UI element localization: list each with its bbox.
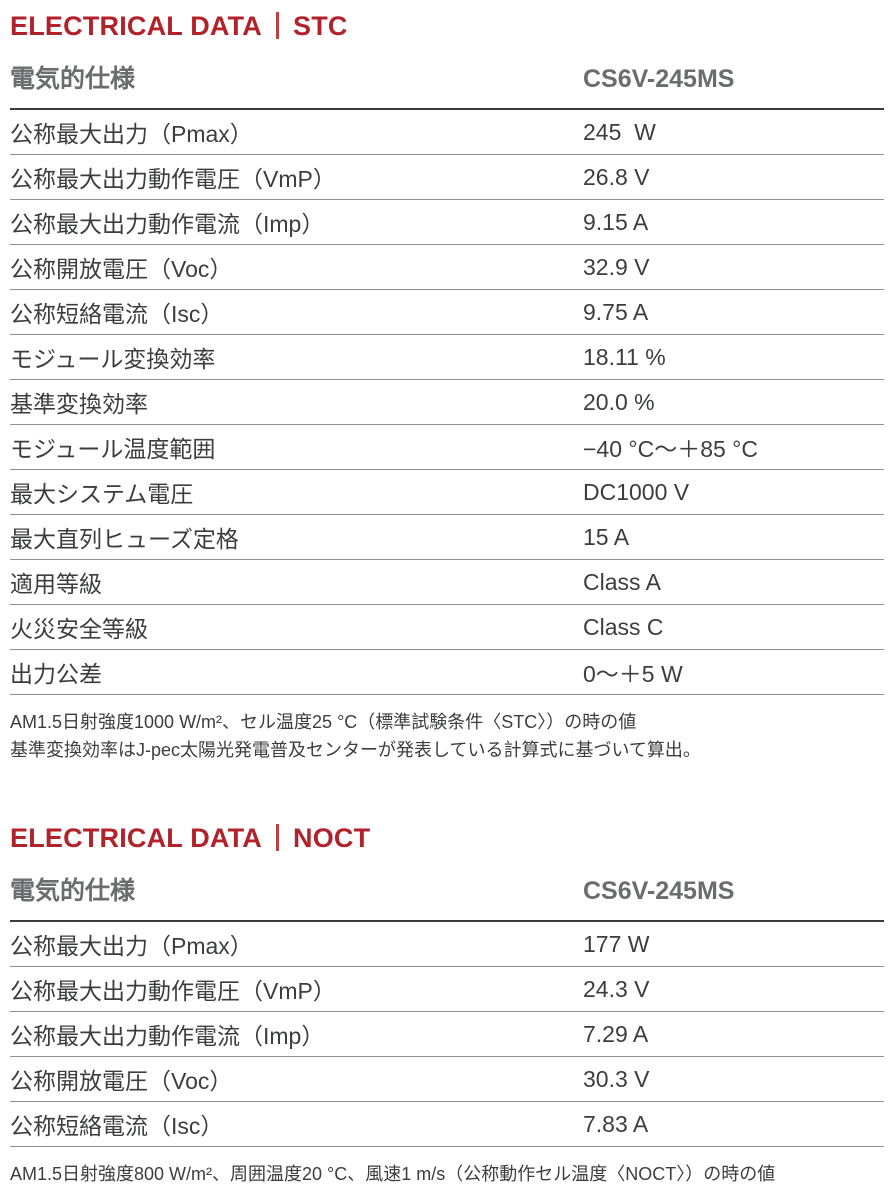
table-header-row: 電気的仕様 CS6V-245MS: [10, 871, 884, 922]
spec-label: 最大直列ヒューズ定格: [10, 526, 239, 552]
footnote-line: AM1.5日射強度1000 W/m²、セル温度25 °C（標準試験条件〈STC〉…: [10, 712, 637, 732]
spec-value: DC1000 V: [583, 478, 690, 505]
spec-value: 9.75 A: [583, 298, 649, 325]
spec-row-imp: 公称最大出力動作電流（Imp） 7.29 A: [10, 1012, 884, 1057]
spec-value: 245 W: [583, 118, 656, 145]
footnote-line: AM1.5日射強度800 W/m²、周囲温度20 °C、風速1 m/s（公称動作…: [10, 1164, 776, 1184]
spec-label: 最大システム電圧: [10, 481, 194, 507]
spec-row-voc: 公称開放電圧（Voc） 30.3 V: [10, 1057, 884, 1102]
section-title-main: ELECTRICAL DATA: [10, 823, 262, 853]
spec-label: 公称開放電圧（Voc）: [10, 1068, 233, 1094]
table-header-label: 電気的仕様: [10, 877, 136, 905]
spec-value: 32.9 V: [583, 253, 650, 280]
table-header-model: CS6V-245MS: [583, 65, 735, 93]
spec-value: −40 °C〜＋85 °C: [583, 436, 758, 462]
spec-value: 24.3 V: [583, 975, 650, 1002]
section-title-main: ELECTRICAL DATA: [10, 11, 262, 41]
spec-row-voc: 公称開放電圧（Voc） 32.9 V: [10, 245, 884, 290]
title-pipe-separator: [276, 824, 279, 851]
spec-row-temperature-range: モジュール温度範囲 −40 °C〜＋85 °C: [10, 425, 884, 470]
section-title-noct: ELECTRICAL DATA NOCT: [10, 822, 884, 854]
section-electrical-data-noct: ELECTRICAL DATA NOCT 電気的仕様 CS6V-245MS 公称最…: [10, 822, 884, 1188]
spec-label: 出力公差: [10, 661, 102, 687]
spec-label: 公称最大出力動作電圧（VmP）: [10, 978, 336, 1004]
section-title-stc: ELECTRICAL DATA STC: [10, 10, 884, 42]
spec-label: 公称最大出力動作電流（Imp）: [10, 1023, 325, 1049]
title-pipe-separator: [276, 12, 279, 39]
spec-row-module-efficiency: モジュール変換効率 18.11 %: [10, 335, 884, 380]
spec-row-power-tolerance: 出力公差 0〜＋5 W: [10, 650, 884, 695]
spec-value: Class C: [583, 613, 664, 640]
spec-row-isc: 公称短絡電流（Isc） 7.83 A: [10, 1102, 884, 1147]
section-title-sub: NOCT: [293, 823, 371, 853]
spec-value: 9.15 A: [583, 208, 649, 235]
spec-row-reference-efficiency: 基準変換効率 20.0 %: [10, 380, 884, 425]
spec-value: 177 W: [583, 930, 650, 957]
section-title-sub: STC: [293, 11, 348, 41]
stc-footnotes: AM1.5日射強度1000 W/m²、セル温度25 °C（標準試験条件〈STC〉…: [10, 708, 884, 764]
footnote-line: 基準変換効率はJ-pec太陽光発電普及センターが発表している計算式に基づいて算出…: [10, 740, 701, 760]
spec-label: 公称最大出力（Pmax）: [10, 121, 253, 147]
spec-label: 公称短絡電流（Isc）: [10, 1113, 224, 1139]
spec-value: 15 A: [583, 523, 630, 550]
spec-label: 公称最大出力動作電流（Imp）: [10, 211, 325, 237]
spec-value: 7.83 A: [583, 1110, 649, 1137]
spec-row-vmp: 公称最大出力動作電圧（VmP） 26.8 V: [10, 155, 884, 200]
spec-row-fire-safety-class: 火災安全等級 Class C: [10, 605, 884, 650]
table-header-label: 電気的仕様: [10, 65, 136, 93]
spec-label: 公称最大出力動作電圧（VmP）: [10, 166, 336, 192]
noct-footnotes: AM1.5日射強度800 W/m²、周囲温度20 °C、風速1 m/s（公称動作…: [10, 1160, 884, 1188]
spec-value: Class A: [583, 568, 661, 595]
spec-label: モジュール温度範囲: [10, 436, 216, 462]
table-header-model: CS6V-245MS: [583, 877, 735, 905]
spec-label: 公称開放電圧（Voc）: [10, 256, 233, 282]
spec-label: 公称短絡電流（Isc）: [10, 301, 224, 327]
spec-value: 0〜＋5 W: [583, 661, 683, 687]
spec-row-max-system-voltage: 最大システム電圧 DC1000 V: [10, 470, 884, 515]
spec-label: モジュール変換効率: [10, 346, 216, 372]
spec-value: 7.29 A: [583, 1020, 649, 1047]
spec-value: 26.8 V: [583, 163, 650, 190]
spec-label: 公称最大出力（Pmax）: [10, 933, 253, 959]
spec-label: 基準変換効率: [10, 391, 148, 417]
spec-row-pmax: 公称最大出力（Pmax） 177 W: [10, 922, 884, 967]
section-electrical-data-stc: ELECTRICAL DATA STC 電気的仕様 CS6V-245MS 公称最大…: [10, 10, 884, 764]
spec-row-vmp: 公称最大出力動作電圧（VmP） 24.3 V: [10, 967, 884, 1012]
spec-value: 20.0 %: [583, 388, 655, 415]
spec-row-max-fuse-rating: 最大直列ヒューズ定格 15 A: [10, 515, 884, 560]
spec-value: 30.3 V: [583, 1065, 650, 1092]
spec-row-pmax: 公称最大出力（Pmax） 245 W: [10, 110, 884, 155]
spec-label: 火災安全等級: [10, 616, 148, 642]
spec-row-isc: 公称短絡電流（Isc） 9.75 A: [10, 290, 884, 335]
spec-label: 適用等級: [10, 571, 102, 597]
spec-row-application-class: 適用等級 Class A: [10, 560, 884, 605]
spec-value: 18.11 %: [583, 343, 666, 370]
spec-row-imp: 公称最大出力動作電流（Imp） 9.15 A: [10, 200, 884, 245]
table-header-row: 電気的仕様 CS6V-245MS: [10, 59, 884, 110]
